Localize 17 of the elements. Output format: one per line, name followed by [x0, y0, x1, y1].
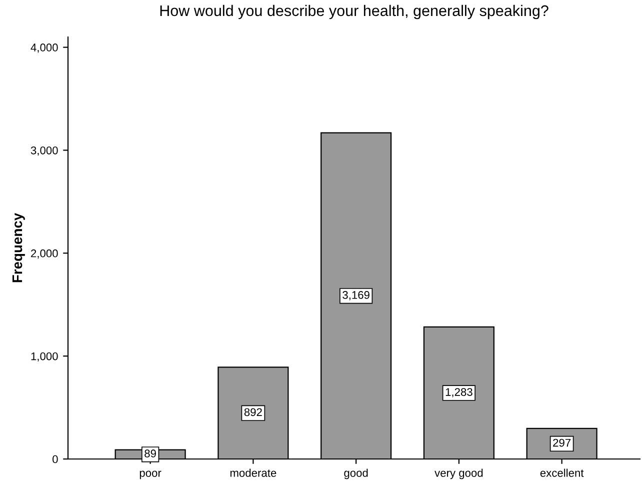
x-tick-label: poor [140, 470, 162, 480]
x-tick-label: moderate [230, 468, 276, 477]
data-label: 1,283 [446, 388, 472, 398]
data-label: 892 [244, 408, 262, 416]
y-tick-label: 3,000 [30, 146, 58, 156]
data-label: 89 [144, 450, 156, 458]
x-tick-label: excellent [540, 468, 584, 477]
y-tick-label: 1,000 [31, 352, 58, 362]
x-tick-label: good [344, 468, 368, 480]
data-label: 297 [553, 438, 571, 447]
y-tick-label: 0 [52, 455, 58, 464]
y-axis-title: Frequency [12, 212, 25, 282]
y-tick-label: 2,000 [31, 249, 58, 259]
x-tick-label: very good [434, 468, 483, 480]
y-tick-label: 4,000 [30, 44, 58, 53]
chart-title: How would you describe your health, generally speaking? [160, 4, 548, 20]
data-label: 3,169 [342, 291, 370, 300]
